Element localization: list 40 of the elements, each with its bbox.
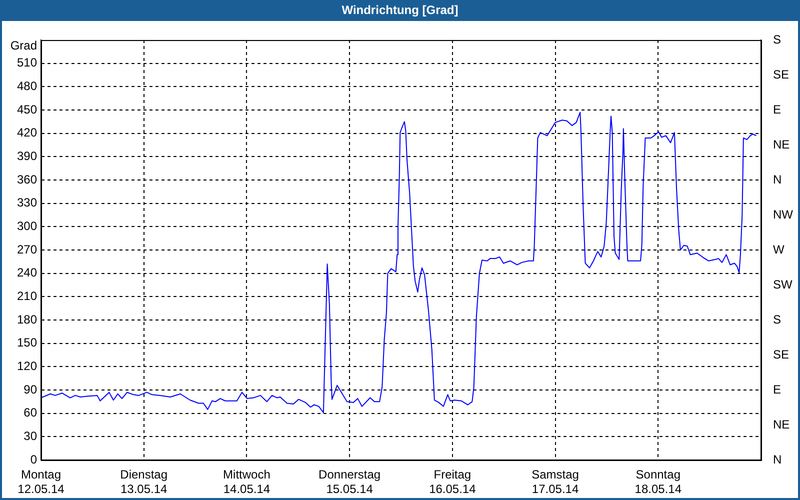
category-label: NW bbox=[773, 207, 793, 222]
y-tick-label: 360 bbox=[16, 172, 38, 186]
category-label: S bbox=[773, 32, 782, 46]
category-label: N bbox=[773, 172, 782, 186]
category-label: E bbox=[773, 102, 782, 116]
category-label: S bbox=[773, 312, 782, 326]
category-label: SW bbox=[773, 277, 792, 292]
y-tick-label: 420 bbox=[16, 126, 38, 140]
category-label: SE bbox=[773, 67, 790, 82]
y-tick-label: 180 bbox=[16, 312, 38, 326]
y-tick-label: 30 bbox=[24, 428, 38, 443]
y-tick-label: 90 bbox=[24, 382, 38, 396]
y-tick-label: 390 bbox=[16, 148, 38, 163]
y-tick-label: 240 bbox=[16, 266, 38, 280]
category-label: NE bbox=[773, 417, 790, 432]
y-tick-label: 60 bbox=[24, 406, 38, 420]
y-tick-label: 150 bbox=[16, 336, 38, 350]
x-tick-label: Samstag 17.05.14 bbox=[532, 468, 579, 496]
x-tick-label: Dienstag 13.05.14 bbox=[120, 468, 168, 496]
x-tick-label: Montag 12.05.14 bbox=[18, 468, 65, 496]
x-tick-label: Sonntag 18.05.14 bbox=[634, 468, 682, 496]
y-tick-label: 330 bbox=[16, 196, 38, 210]
y-tick-label: 210 bbox=[16, 288, 38, 303]
y-tick-label: 120 bbox=[16, 358, 38, 373]
category-label: W bbox=[773, 242, 784, 256]
y-tick-label: 450 bbox=[16, 102, 38, 116]
y-tick-label: 300 bbox=[16, 218, 38, 233]
x-tick-label: Freitag 16.05.14 bbox=[429, 468, 476, 496]
category-label: N bbox=[773, 452, 782, 466]
category-label: SE bbox=[773, 347, 790, 362]
x-tick-label: Mittwoch 14.05.14 bbox=[223, 468, 270, 496]
y-tick-label: 510 bbox=[16, 56, 38, 70]
y-tick-label: 270 bbox=[16, 242, 38, 256]
category-label: E bbox=[773, 382, 782, 396]
y-tick-label: 480 bbox=[16, 78, 38, 93]
chart-title: Windrichtung [Grad] bbox=[0, 0, 800, 21]
y-tick-label: 0 bbox=[30, 452, 38, 466]
x-tick-label: Donnerstag 15.05.14 bbox=[318, 468, 381, 496]
category-label: NE bbox=[773, 137, 790, 152]
y-axis-title: Grad bbox=[10, 38, 37, 52]
